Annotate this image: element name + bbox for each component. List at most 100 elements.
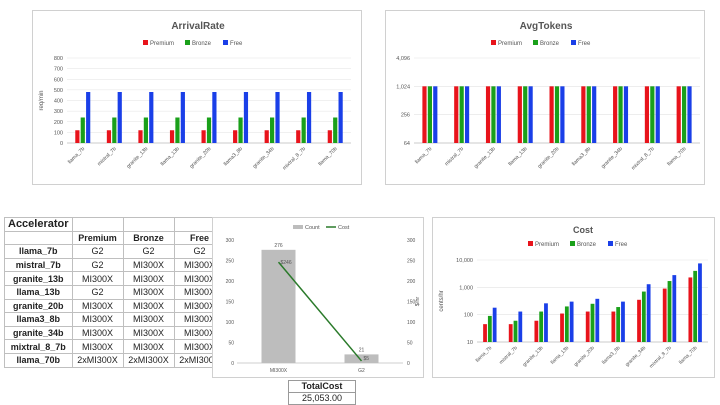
x-category-label: mistral_7b [97, 146, 118, 167]
bar-bronze-llama3_8b [238, 117, 243, 143]
bar-free-mistral_7b [518, 311, 523, 342]
x-category-label: llama_70b [317, 146, 338, 167]
bar-bronze-llama_70b [682, 86, 687, 143]
bar-premium-llama_13b [169, 130, 175, 143]
legend-swatch-bronze [570, 241, 575, 246]
row-header: llama_7b [4, 244, 73, 259]
bar-free-mixtral_8_7b [672, 275, 677, 342]
bar-free-granite_34b [275, 92, 280, 143]
empty-cell [71, 217, 124, 232]
legend-label-free: Free [615, 242, 628, 248]
table-row: llama_7b G2 G2 G2 [4, 244, 226, 259]
table-cell: MI300X [122, 339, 175, 354]
legend-swatch-bronze [185, 40, 190, 45]
bar-free-llama_13b [180, 92, 185, 143]
row-header: granite_34b [4, 325, 73, 341]
table-title: Accelerator [4, 217, 73, 232]
legend-swatch-premium [528, 241, 533, 246]
table-cell: G2 [122, 244, 175, 259]
x-category-label: llama_70b [666, 146, 687, 167]
table-cell: G2 [71, 257, 124, 273]
y-tick-label: 256 [401, 113, 410, 119]
table-cell: MI300X [71, 339, 124, 354]
bar-premium-granite_13b [485, 86, 491, 143]
y-axis-title: cents/hr [439, 290, 445, 311]
y-tick-label: 500 [54, 88, 63, 94]
avg-tokens-chart: AvgTokens Premium Bronze Free 64 256 1,024 4,09… [396, 21, 700, 171]
table-cell: MI300X [122, 257, 175, 273]
bar-bronze-granite_34b [641, 291, 646, 342]
bar-bronze-llama_13b [523, 86, 528, 143]
arrival-rate-chart: ArrivalRate Premium Bronze Free 0 100 200 300 40… [39, 21, 351, 171]
bar-free-llama_70b [687, 86, 692, 143]
bar-count-G2 [344, 354, 379, 363]
count-cost-chart-panel[interactable]: Count Cost 0 0 50 50 100 100 150 150 200 200 250 250 3… [212, 217, 424, 378]
arrival-rate-chart-panel[interactable]: ArrivalRate Premium Bronze Free 0 100 200 300 40… [32, 10, 362, 185]
bar-free-llama3_8b [592, 86, 597, 143]
chart-title: AvgTokens [520, 21, 573, 32]
y-tick-label-right: 50 [407, 341, 413, 347]
y-tick-label: 800 [54, 56, 63, 62]
y-tick-label-right: 250 [407, 259, 416, 265]
avg-tokens-chart-panel[interactable]: AvgTokens Premium Bronze Free 64 256 1,024 4,09… [385, 10, 705, 185]
bar-bronze-granite_13b [539, 311, 544, 342]
bar-bronze-granite_20b [206, 117, 212, 143]
bar-count-MI300X [261, 249, 296, 363]
bar-free-granite_13b [496, 86, 501, 143]
x-category-label: llama_7b [67, 146, 86, 165]
x-category-label: MI300X [270, 368, 288, 374]
row-header: granite_13b [4, 271, 73, 286]
y-tick-label-left: 250 [226, 259, 235, 265]
bar-premium-llama3_8b [611, 311, 616, 342]
chart-title: ArrivalRate [171, 21, 225, 32]
row-header: llama3_8b [4, 312, 73, 327]
table-row: mistral_7b G2 MI300X MI300X [4, 257, 226, 273]
legend-label-premium: Premium [150, 41, 174, 47]
accelerator-table: Accelerator Premium Bronze Free llama_7b G2 G2… [4, 217, 226, 368]
y-tick-label: 4,096 [396, 56, 410, 62]
y-tick-label: 700 [54, 67, 63, 73]
bar-free-granite_34b [646, 284, 651, 342]
bar-free-mixtral_8_7b [306, 92, 312, 143]
x-category-label: llama3_8b [223, 146, 244, 167]
bar-free-llama_7b [433, 86, 438, 143]
y-tick-label-left: 200 [226, 279, 235, 285]
bar-bronze-granite_20b [554, 86, 560, 143]
bar-premium-mistral_7b [106, 130, 112, 143]
table-header-row: Premium Bronze Free [4, 230, 226, 246]
legend-label-bronze: Bronze [577, 242, 597, 248]
cost-chart-panel[interactable]: Cost Premium Bronze Free 10 100 1,000 10,000 lla… [432, 217, 715, 378]
bar-free-granite_13b [544, 303, 548, 342]
table-cell: MI300X [122, 271, 175, 286]
bar-bronze-llama_7b [487, 315, 492, 342]
legend-swatch-premium [491, 40, 496, 45]
y-tick-label-right: 100 [407, 320, 416, 326]
y-tick-label-right: 300 [407, 238, 416, 244]
total-cost-box: TotalCost 25,053.00 [288, 380, 356, 405]
data-label-cost: $5 [364, 356, 370, 362]
bar-premium-llama_70b [688, 277, 693, 342]
bar-premium-granite_20b [201, 130, 206, 143]
bar-premium-mixtral_8_7b [296, 130, 301, 143]
x-category-label: llama_13b [550, 345, 571, 366]
x-category-label: mixtral_8_7b [648, 345, 673, 370]
y-tick-label: 0 [60, 141, 63, 147]
legend-label-premium: Premium [498, 41, 522, 47]
bar-free-mistral_7b [464, 86, 470, 143]
bar-free-llama_70b [338, 92, 343, 143]
y-tick-label: 10,000 [456, 258, 473, 264]
x-category-label: granite_34b [600, 146, 624, 170]
bar-free-granite_20b [212, 92, 217, 143]
y-tick-label-right: 0 [407, 361, 410, 367]
x-category-label: llama_13b [160, 146, 181, 167]
y-tick-label: 64 [404, 141, 410, 147]
bar-premium-llama_13b [517, 86, 522, 143]
legend-label-free: Free [230, 41, 243, 47]
bar-premium-llama_7b [422, 86, 427, 143]
x-category-label: granite_13b [522, 345, 545, 368]
bar-bronze-mistral_7b [459, 86, 464, 143]
x-category-label: llama_7b [475, 345, 494, 364]
table-cell: 2xMI300X [71, 352, 124, 368]
bar-bronze-llama3_8b [616, 307, 621, 342]
x-category-label: granite_20b [189, 146, 213, 170]
